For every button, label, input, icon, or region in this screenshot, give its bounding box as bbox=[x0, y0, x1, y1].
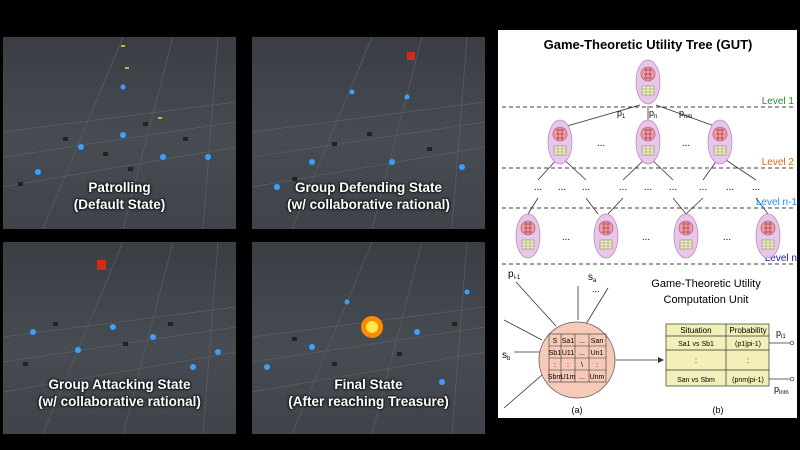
svg-text:...: ... bbox=[699, 182, 707, 193]
utility-matrix: S Sa1 ... San Sb1 U11 ... Un1 : : \ : Sb… bbox=[548, 338, 605, 381]
gut-diagram-svg: Game-Theoretic Utility Tree (GUT) Level … bbox=[502, 37, 797, 415]
unit-title-line1: Game-Theoretic Utility bbox=[651, 278, 761, 290]
panel-group-attacking: Group Attacking State (w/ collaborative … bbox=[3, 242, 236, 434]
ellipsis: ... bbox=[562, 232, 570, 243]
caption-line2: (After reaching Treasure) bbox=[288, 394, 449, 409]
panel-final-state: Final State (After reaching Treasure) bbox=[252, 242, 485, 434]
level-1-node-icon bbox=[635, 119, 661, 165]
level-1-node-icon bbox=[707, 119, 733, 165]
level-n-node-icon bbox=[673, 213, 699, 259]
svg-text::: : bbox=[747, 356, 749, 365]
svg-text:...: ... bbox=[644, 182, 652, 193]
level-1-label: Level 1 bbox=[762, 96, 795, 107]
edge-label-p1: p1 bbox=[617, 108, 626, 120]
scene-final bbox=[252, 242, 485, 434]
ellipsis: ... bbox=[592, 284, 600, 294]
svg-text:Sbm: Sbm bbox=[548, 374, 563, 381]
unit-title-line2: Computation Unit bbox=[664, 294, 749, 306]
panel-patrolling: Patrolling (Default State) bbox=[3, 37, 236, 229]
output-p-inm: pinm bbox=[774, 384, 789, 396]
svg-text:\: \ bbox=[581, 362, 583, 369]
edge-label-pn: pn bbox=[649, 108, 657, 120]
svg-text:Sb1: Sb1 bbox=[549, 350, 562, 357]
input-s-a: sa bbox=[588, 272, 597, 284]
svg-text:San vs Sbm: San vs Sbm bbox=[677, 377, 715, 384]
svg-text:(p1|pi-1): (p1|pi-1) bbox=[735, 341, 761, 348]
level-n-1-label: Level n-1 bbox=[756, 197, 797, 208]
level-n-node-icon bbox=[755, 213, 781, 259]
ellipsis: ... bbox=[723, 232, 731, 243]
caption-line1: Patrolling bbox=[88, 180, 151, 195]
caption-line2: (w/ collaborative rational) bbox=[38, 394, 201, 409]
svg-text:...: ... bbox=[582, 182, 590, 193]
level-n-node-icon bbox=[515, 213, 541, 259]
enemy-icon bbox=[407, 52, 415, 60]
root-node-icon bbox=[635, 59, 661, 105]
level-n-label: Level n bbox=[765, 253, 797, 264]
svg-text:Unm: Unm bbox=[590, 374, 605, 381]
svg-text:...: ... bbox=[726, 182, 734, 193]
caption-line1: Group Attacking State bbox=[48, 377, 191, 392]
svg-text:...: ... bbox=[558, 182, 566, 193]
level-n-node-icon bbox=[593, 213, 619, 259]
svg-text:...: ... bbox=[534, 182, 542, 193]
explosion-icon bbox=[361, 316, 383, 338]
edge-label-pnm: pnm bbox=[679, 108, 692, 120]
ellipsis: ... bbox=[682, 138, 690, 149]
diagram-title: Game-Theoretic Utility Tree (GUT) bbox=[544, 37, 753, 52]
ellipsis: ... bbox=[597, 138, 605, 149]
caption-line2: (w/ collaborative rational) bbox=[287, 197, 450, 212]
svg-text:(pnm|pi-1): (pnm|pi-1) bbox=[732, 377, 764, 384]
svg-text:...: ... bbox=[752, 182, 760, 193]
svg-text:U1m: U1m bbox=[561, 374, 576, 381]
svg-text:...: ... bbox=[579, 350, 585, 357]
gut-diagram: Game-Theoretic Utility Tree (GUT) Level … bbox=[498, 30, 797, 418]
svg-text:Probability: Probability bbox=[729, 326, 766, 335]
svg-text:...: ... bbox=[579, 374, 585, 381]
input-s-b: sb bbox=[502, 350, 511, 362]
svg-text:Un1: Un1 bbox=[591, 350, 604, 357]
ellipsis-region: ... ... ... ... ... ... ... ... ... bbox=[534, 182, 760, 193]
caption-line1: Group Defending State bbox=[294, 180, 442, 195]
situation-table: Situation Probability Sa1 vs Sb1 (p1|pi-… bbox=[665, 323, 770, 387]
svg-text:Situation: Situation bbox=[680, 326, 711, 335]
svg-text:Sa1: Sa1 bbox=[562, 338, 575, 345]
svg-text:...: ... bbox=[619, 182, 627, 193]
caption-line1: Final State bbox=[334, 377, 403, 392]
panel-group-defending: Group Defending State (w/ collaborative … bbox=[252, 37, 485, 229]
svg-text:S: S bbox=[553, 338, 558, 345]
label-b: (b) bbox=[713, 405, 724, 415]
computation-unit-circle bbox=[538, 321, 616, 399]
label-a: (a) bbox=[572, 405, 583, 415]
caption-line2: (Default State) bbox=[73, 197, 166, 212]
scene-attacking bbox=[3, 242, 236, 434]
svg-text::: : bbox=[596, 362, 598, 369]
scene-patrolling bbox=[3, 37, 236, 229]
scene-defending bbox=[252, 37, 485, 229]
ellipsis: ... bbox=[642, 232, 650, 243]
svg-text:...: ... bbox=[579, 338, 585, 345]
enemy-icon bbox=[97, 260, 106, 270]
svg-text:...: ... bbox=[669, 182, 677, 193]
svg-text::: : bbox=[695, 356, 697, 365]
level-2-label: Level 2 bbox=[762, 157, 795, 168]
svg-text:Sa1 vs Sb1: Sa1 vs Sb1 bbox=[678, 341, 714, 348]
output-p-i1: pi1 bbox=[776, 328, 786, 340]
svg-text:U11: U11 bbox=[562, 350, 574, 357]
svg-text::: : bbox=[554, 362, 556, 369]
level-1-node-icon bbox=[547, 119, 573, 165]
input-p-i1: pi-1 bbox=[508, 269, 521, 281]
input-arrows bbox=[503, 281, 609, 409]
svg-text::: : bbox=[567, 362, 569, 369]
svg-text:San: San bbox=[591, 338, 604, 345]
